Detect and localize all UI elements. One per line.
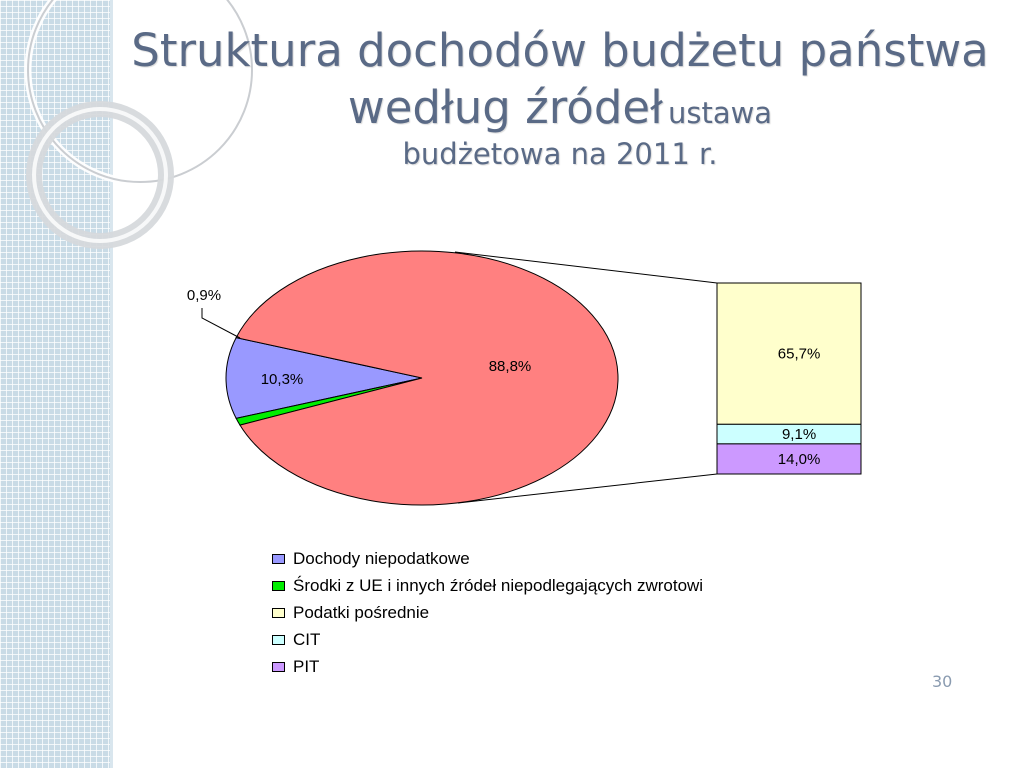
pie-leader-line	[201, 308, 241, 339]
pie-label-podatki: 88,8%	[489, 358, 532, 375]
legend-label: Dochody niepodatkowe	[293, 548, 470, 568]
pie-slice-dochody	[225, 337, 423, 419]
pie-slice-podatki	[235, 250, 619, 506]
connector-top	[454, 251, 718, 284]
legend-item: CIT	[272, 626, 932, 653]
title-main: Struktura dochodów budżetu państwa wedłu…	[131, 24, 989, 134]
title-sub-2: budżetowa na 2011 r.	[402, 137, 718, 171]
slide-title: Struktura dochodów budżetu państwa wedłu…	[130, 22, 990, 172]
legend-swatch-srodki-ue	[272, 580, 285, 591]
legend-swatch-pit	[272, 661, 285, 672]
page-number: 30	[932, 672, 953, 691]
breakdown-bar-group: 65,7% 9,1% 14,0%	[454, 251, 862, 504]
title-sub-1: ustawa	[667, 96, 773, 130]
bar-segment-pit	[716, 443, 862, 475]
bar-label-pit: 14,0%	[778, 451, 821, 468]
legend: Dochody niepodatkowe Środki z UE i innyc…	[272, 545, 932, 680]
legend-label: Środki z UE i innych źródeł niepodlegają…	[293, 575, 704, 595]
legend-label: CIT	[293, 629, 321, 649]
legend-item: Podatki pośrednie	[272, 599, 932, 626]
decorative-circles	[24, 0, 256, 249]
bar-label-cit: 9,1%	[782, 426, 816, 443]
legend-label: PIT	[293, 656, 320, 676]
legend-swatch-dochody	[272, 553, 285, 564]
legend-swatch-cit	[272, 634, 285, 645]
legend-label: Podatki pośrednie	[293, 602, 430, 622]
bar-label-podatki-posrednie: 65,7%	[778, 346, 821, 363]
legend-item: Dochody niepodatkowe	[272, 545, 932, 572]
legend-item: Środki z UE i innych źródeł niepodlegają…	[272, 572, 932, 599]
pie-label-dochody: 10,3%	[261, 371, 304, 388]
legend-swatch-podatki-posrednie	[272, 607, 285, 618]
pie-group: 10,3% 88,8% 0,9%	[187, 250, 619, 506]
legend-item: PIT	[272, 653, 932, 680]
pie-label-srodki-ue: 0,9%	[187, 287, 221, 304]
connector-bottom	[457, 473, 718, 504]
bar-segment-podatki-posrednie	[716, 282, 862, 425]
side-edge	[110, 0, 113, 768]
